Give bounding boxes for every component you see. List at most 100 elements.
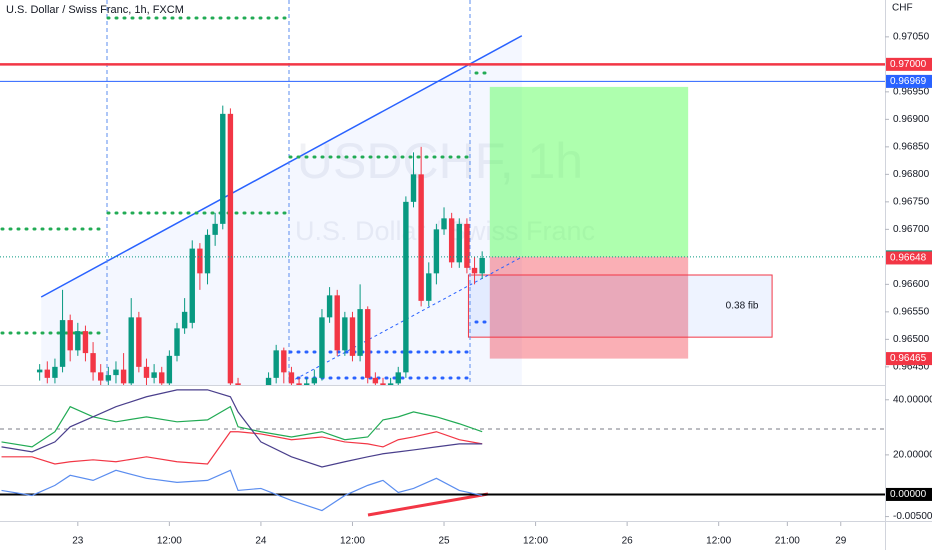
indicator-line: [1, 469, 483, 512]
candle-body: [265, 377, 272, 385]
x-tick-label: 29: [835, 536, 847, 547]
watermark: USDCHF, 1hU.S. Dollar / Swiss Franc: [295, 133, 595, 246]
candle-body: [220, 113, 226, 224]
candle-body: [456, 223, 462, 263]
candle-body: [334, 295, 340, 351]
candle-body: [448, 218, 455, 263]
price-label-box: [886, 74, 932, 88]
candle-body: [288, 372, 295, 384]
candle-body: [479, 257, 485, 274]
candle-body: [151, 372, 157, 378]
dashed-trend: [289, 257, 521, 383]
candle-body: [82, 331, 89, 354]
candle-body: [471, 267, 478, 274]
y-tick-label: 0.96500: [893, 334, 930, 345]
x-tick-label: 12:00: [340, 536, 365, 547]
y-tick-label: 0.96550: [893, 306, 930, 317]
y-tick-label: 40.00000: [893, 394, 932, 405]
candle-body: [44, 369, 51, 378]
axes: 0.97050 0.96950 0.96900 0.96850 0.96800 0.967…: [72, 31, 932, 547]
candle-body: [342, 317, 348, 351]
price-label: 0.97000: [890, 59, 927, 70]
trendline: [40, 35, 523, 298]
candle-body: [90, 353, 96, 373]
main-pane: USDCHF, 1hU.S. Dollar / Swiss Franc 0.38…: [0, 0, 885, 385]
price-label-box: [886, 57, 932, 71]
candle-body: [181, 311, 188, 329]
candle-body: [235, 383, 241, 385]
candle-body: [227, 113, 234, 384]
currency: CHF: [892, 3, 913, 14]
fib-box: [467, 274, 773, 338]
candle-body: [113, 369, 119, 376]
dotted-levels: [0, 16, 490, 380]
price-label: 0.96465: [890, 353, 927, 364]
indicator-line: [1, 431, 483, 465]
candle-body: [98, 372, 104, 381]
chart-title: U.S. Dollar / Swiss Franc, 1h, FXCM: [6, 4, 184, 16]
y-tick-label: 0.96750: [893, 196, 930, 207]
candle-body: [120, 369, 127, 384]
watermark-symbol: USDCHF, 1h: [297, 133, 583, 189]
candle-body: [75, 331, 81, 351]
candle-body: [52, 366, 58, 378]
x-tick-label: 24: [255, 536, 267, 547]
x-tick-label: 23: [72, 536, 84, 547]
indicator-line: [1, 405, 483, 448]
price-label: 0.96969: [890, 76, 927, 87]
x-tick-label: 21:00: [775, 536, 800, 547]
candle-body: [349, 317, 356, 356]
indicator-line: [1, 389, 483, 468]
x-tick-label: 12:00: [706, 536, 731, 547]
x-tick-label: 12:00: [523, 536, 548, 547]
candle-body: [189, 248, 195, 323]
candle-body: [380, 383, 386, 385]
candle-body: [159, 372, 165, 384]
candle-body: [128, 317, 134, 384]
candle-body: [326, 295, 333, 318]
y-tick-label: 20.00000: [893, 450, 932, 461]
candle-body: [464, 223, 470, 268]
y-tick-label: 0.96900: [893, 114, 930, 125]
vertical-dashes: [106, 0, 471, 385]
candle-body: [204, 234, 211, 274]
y-tick-label: 0.96450: [893, 361, 930, 372]
candle-body: [403, 201, 409, 373]
candle-body: [166, 355, 173, 384]
price-label: 0.96648: [890, 253, 927, 264]
candle-body: [303, 383, 310, 385]
candle-body: [36, 369, 43, 373]
candle-body: [433, 229, 440, 274]
candle-body: [174, 328, 180, 356]
candle-body: [426, 273, 432, 301]
y-tick-label: 0.96600: [893, 279, 930, 290]
candle-body: [311, 377, 318, 384]
candle-body: [212, 223, 218, 235]
candle-body: [136, 317, 142, 367]
x-tick-label: 12:00: [157, 536, 182, 547]
y-tick-label: 0.96700: [893, 224, 930, 235]
indicator-pane: [0, 389, 885, 517]
candle-body: [372, 377, 379, 384]
zero-label-box: [886, 487, 932, 501]
profit-zone: [489, 86, 689, 257]
y-tick-label: 0.96850: [893, 141, 930, 152]
y-tick-label: -0.00500: [893, 511, 932, 522]
candle-body: [59, 320, 66, 367]
y-tick-label: 0.96800: [893, 169, 930, 180]
divergence-line: [367, 492, 489, 517]
price-label-box: [886, 251, 932, 265]
zero-label: 0.00000: [890, 489, 927, 500]
candle-body: [296, 383, 302, 385]
y-tick-label: 0.97050: [893, 31, 930, 42]
candle-body: [273, 350, 279, 378]
candle-body: [319, 317, 325, 378]
x-tick-label: 26: [622, 536, 634, 547]
price-label-box: [886, 352, 932, 366]
candle-body: [410, 174, 417, 202]
candle-body: [387, 383, 394, 385]
loss-zone: [489, 256, 689, 359]
x-tick-label: 25: [438, 536, 450, 547]
fib-label: 0.38 fib: [726, 301, 759, 312]
